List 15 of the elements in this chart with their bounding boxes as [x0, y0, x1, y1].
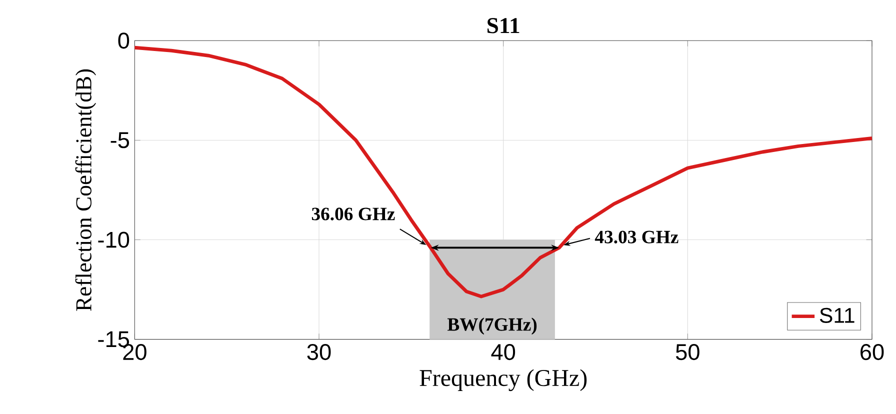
x-tick-label: 30 — [307, 344, 331, 360]
line-series — [132, 46, 874, 298]
chart-title: S11 — [488, 18, 520, 34]
annotation: 43.03 GHz — [594, 230, 678, 244]
x-tick-label: 50 — [676, 344, 700, 360]
y-tick-label: -10 — [98, 232, 130, 248]
x-axis-title: Frequency (GHz) — [420, 369, 587, 392]
y-tick-label: -5 — [110, 132, 130, 148]
y-tick-label: 0 — [118, 32, 130, 49]
legend-label: S11 — [820, 308, 854, 323]
annotation: 36.06 GHz — [312, 208, 395, 220]
x-tick-label: 40 — [491, 344, 516, 360]
band-label: BW(7GHz) — [447, 318, 537, 335]
y-axis-title: Reflection Coefficient(dB) — [75, 69, 96, 311]
x-tick-label: 60 — [860, 344, 884, 360]
